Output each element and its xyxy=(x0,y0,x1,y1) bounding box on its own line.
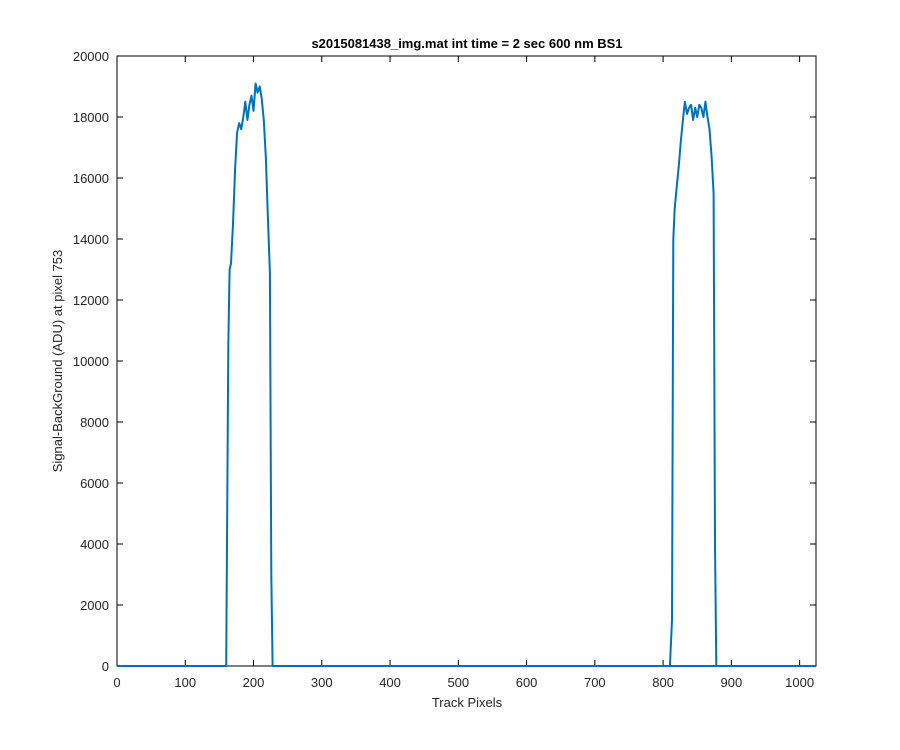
y-tick-label: 16000 xyxy=(73,171,109,186)
y-tick-label: 10000 xyxy=(73,354,109,369)
x-tick-label: 0 xyxy=(113,675,120,690)
x-tick-label: 900 xyxy=(721,675,743,690)
x-tick-label: 100 xyxy=(174,675,196,690)
series-line-2 xyxy=(668,100,718,667)
x-tick-label: 800 xyxy=(652,675,674,690)
x-tick-label: 200 xyxy=(243,675,265,690)
y-axis-label: Signal-BackGround (ADU) at pixel 753 xyxy=(50,250,65,473)
y-tick-label: 12000 xyxy=(73,293,109,308)
y-tick-label: 4000 xyxy=(80,537,109,552)
data-series xyxy=(117,82,816,667)
y-tick-label: 18000 xyxy=(73,110,109,125)
x-tick-label: 300 xyxy=(311,675,333,690)
chart-title: s2015081438_img.mat int time = 2 sec 600… xyxy=(311,36,622,51)
x-tick-label: 400 xyxy=(379,675,401,690)
axis-ticks: 0 100 200 300 400 500 600 700 800 900 100002000400… xyxy=(73,49,816,690)
y-tick-label: 20000 xyxy=(73,49,109,64)
y-tick-label: 0 xyxy=(102,659,109,674)
x-tick-label: 700 xyxy=(584,675,606,690)
x-tick-label: 500 xyxy=(447,675,469,690)
x-tick-label: 1000 xyxy=(785,675,814,690)
y-tick-label: 2000 xyxy=(80,598,109,613)
x-axis-label: Track Pixels xyxy=(432,695,503,710)
y-tick-label: 6000 xyxy=(80,476,109,491)
series-line-1 xyxy=(117,82,816,667)
plot-area xyxy=(116,55,817,667)
y-tick-label: 14000 xyxy=(73,232,109,247)
x-tick-label: 600 xyxy=(516,675,538,690)
y-tick-label: 8000 xyxy=(80,415,109,430)
